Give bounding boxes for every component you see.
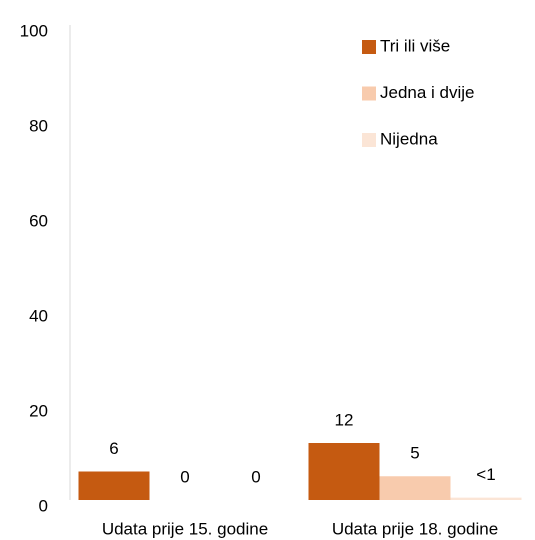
y-tick-label: 100 [20,21,48,40]
data-label: 5 [410,444,419,463]
y-tick-label: 60 [29,211,48,230]
data-label: 12 [335,410,354,429]
y-tick-label: 80 [29,116,48,135]
y-tick-label: 40 [29,306,48,325]
data-label: 0 [251,467,260,486]
data-label: <1 [476,465,495,484]
x-tick-label: Udata prije 15. godine [102,519,268,538]
data-label: 6 [109,439,118,458]
legend-swatch [362,40,376,54]
data-label: 0 [180,467,189,486]
legend-label: Tri ili više [380,36,450,55]
y-tick-label: 20 [29,401,48,420]
bar [379,476,451,500]
legend-label: Jedna i dvije [380,83,475,102]
bar [450,497,522,500]
legend-swatch [362,86,376,101]
legend-swatch [362,133,376,147]
y-tick-label: 0 [39,496,48,515]
bar [308,443,380,500]
legend-label: Nijedna [380,129,438,148]
x-tick-label: Udata prije 18. godine [332,519,498,538]
bar [78,471,150,500]
